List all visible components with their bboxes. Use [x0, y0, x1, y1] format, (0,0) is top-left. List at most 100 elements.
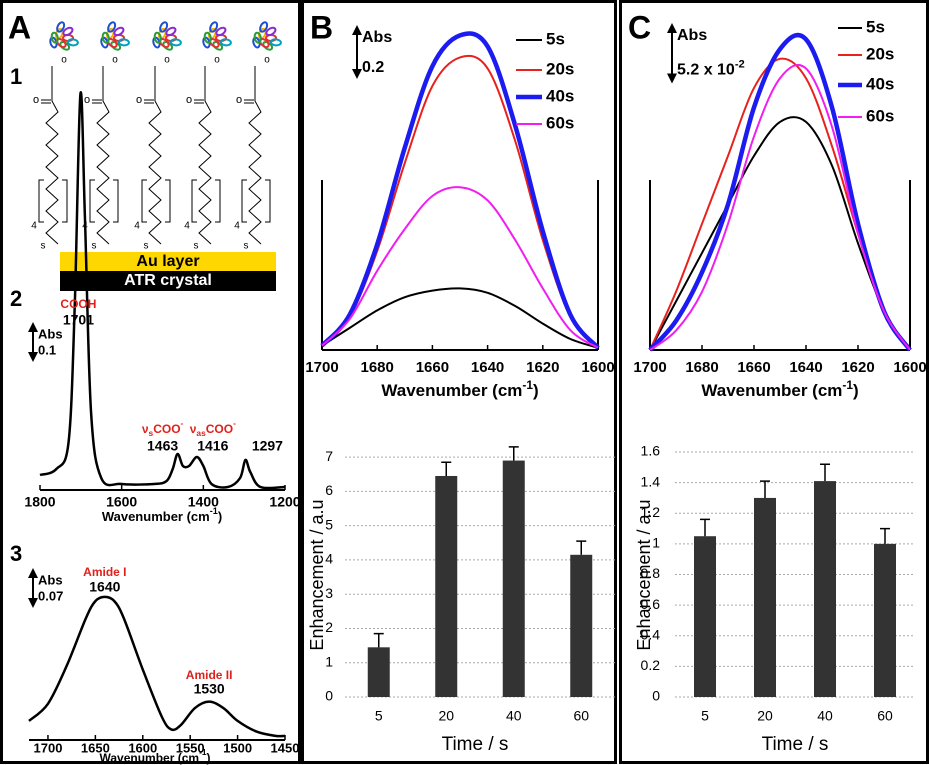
protein — [101, 31, 110, 44]
error-bar — [576, 540, 587, 555]
y-tick-label: 5 — [325, 516, 333, 532]
scale-bar-unit: Abs — [38, 326, 63, 341]
y-tick-label: 0 — [652, 688, 660, 704]
panel-label: A — [8, 9, 31, 45]
x-axis-label-part: -1 — [522, 378, 533, 392]
layer-label: ATR crystal — [124, 272, 212, 289]
protein — [265, 26, 277, 37]
x-tick-label: 5 — [375, 708, 383, 724]
repeat-bracket — [191, 179, 221, 223]
legend-label: 60s — [546, 113, 574, 132]
x-tick-label: 5 — [701, 708, 709, 724]
bar — [435, 475, 458, 697]
legend-label: 5s — [546, 29, 565, 48]
chain-label: o — [84, 94, 90, 106]
scale-bar-value-part: -2 — [735, 58, 745, 70]
scale-bar-value: 0.1 — [38, 342, 56, 357]
x-tick-label: 1700 — [633, 359, 666, 376]
peak-name-part: as — [196, 428, 206, 438]
panel-label: B — [310, 9, 333, 45]
x-tick-label: 1550 — [176, 740, 205, 755]
protein — [169, 38, 182, 47]
alkyl-chain — [198, 66, 212, 245]
legend-label: 5s — [866, 17, 885, 36]
protein — [165, 26, 177, 37]
protein — [209, 21, 219, 33]
spectrum-line — [649, 116, 911, 351]
repeat-bracket — [241, 179, 271, 223]
protein — [215, 26, 227, 37]
x-axis-label-part: Wavenumber (cm — [99, 751, 199, 765]
peak-name-part: - — [181, 418, 184, 428]
spectrum-line — [321, 287, 599, 349]
x-tick-label: 1650 — [81, 740, 110, 755]
sub-label: 1 — [10, 64, 22, 89]
error-bar — [880, 527, 890, 544]
y-tick-label: 1.2 — [641, 504, 661, 520]
chain-label: o — [236, 94, 242, 106]
protein — [56, 21, 66, 33]
peak-value: 1463 — [147, 438, 178, 454]
protein — [153, 31, 162, 44]
x-axis-label-part: Wavenumber (cm — [381, 381, 522, 400]
protein — [113, 26, 125, 37]
spectrum-line — [39, 91, 286, 490]
chain-label: o — [214, 55, 220, 66]
sub-label: 2 — [10, 286, 22, 311]
peak-name-part: ν — [190, 422, 197, 436]
protein — [59, 41, 71, 51]
chain-label: o — [136, 94, 142, 106]
x-axis-label: Time / s — [762, 734, 829, 755]
x-tick-label: 1800 — [24, 494, 55, 510]
x-axis-label-part: Wavenumber (cm — [102, 509, 210, 524]
y-tick-label: 0.8 — [641, 565, 661, 581]
bar — [570, 554, 593, 697]
x-tick-label: 1620 — [841, 359, 874, 376]
scale-bar-value-part: 5.2 x 10 — [677, 62, 735, 79]
protein — [66, 38, 79, 47]
x-axis-label-part: ) — [207, 751, 211, 765]
error-bar — [373, 632, 384, 648]
sub-label: 3 — [10, 541, 22, 566]
protein — [117, 38, 130, 47]
x-axis-label: Time / s — [442, 734, 509, 755]
alkyl-chain — [45, 66, 59, 245]
chain-label: s — [144, 241, 149, 252]
chain-label: 4 — [31, 221, 37, 232]
peak-value: 1701 — [63, 312, 94, 328]
panel-frame — [0, 0, 301, 764]
x-tick-label: 1700 — [305, 359, 338, 376]
x-tick-label: 1680 — [685, 359, 718, 376]
panel-label: C — [628, 9, 651, 45]
x-axis-label-part: ) — [533, 381, 539, 400]
peak-value: 1416 — [197, 438, 228, 454]
protein — [110, 41, 122, 51]
error-bar — [441, 461, 452, 476]
x-axis-label-part: Wavenumber (cm — [701, 381, 842, 400]
x-tick-label: 40 — [817, 708, 833, 724]
x-tick-label: 1640 — [471, 359, 504, 376]
x-tick-label: 1680 — [361, 359, 394, 376]
spectrum-line — [28, 595, 286, 738]
peak-name: νasCOO- — [190, 418, 236, 438]
scale-bar-unit: Abs — [677, 27, 707, 44]
bar — [814, 481, 836, 697]
y-tick-label: 7 — [325, 448, 333, 464]
protein — [50, 31, 59, 44]
bar — [367, 647, 390, 697]
y-tick-label: 3 — [325, 585, 333, 601]
x-tick-label: 1700 — [34, 740, 63, 755]
y-tick-label: 0 — [325, 688, 333, 704]
peak-name: νsCOO- — [142, 418, 184, 438]
legend-label: 20s — [546, 59, 574, 78]
x-tick-label: 60 — [573, 708, 589, 724]
peak-value: 1530 — [194, 681, 225, 697]
scale-bar-value: 0.07 — [38, 588, 63, 603]
x-tick-label: 1640 — [789, 359, 822, 376]
x-axis-label-part: ) — [218, 509, 222, 524]
x-tick-label: 1600 — [893, 359, 926, 376]
protein — [253, 31, 262, 44]
peak-name-part: - — [233, 418, 236, 428]
repeat-bracket — [141, 179, 171, 223]
spectrum-line — [648, 32, 912, 352]
